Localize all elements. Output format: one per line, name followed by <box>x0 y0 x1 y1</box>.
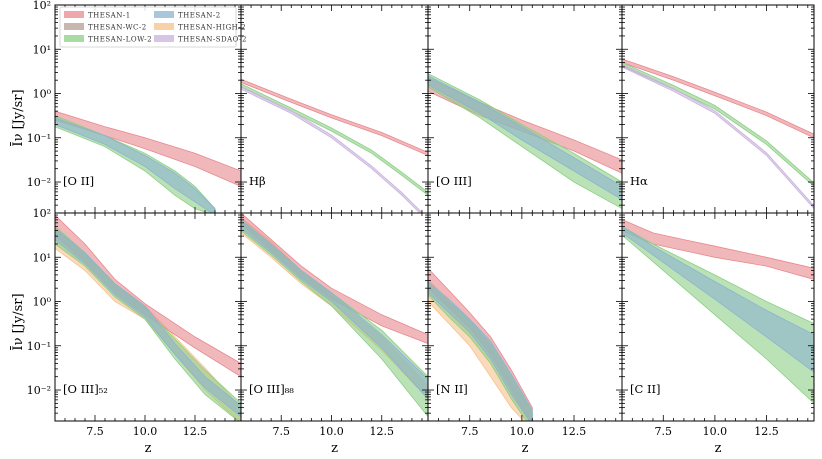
y-tick-label: 10¹ <box>33 251 51 264</box>
legend-swatch <box>154 23 174 30</box>
x-tick-label: 10.0 <box>133 425 158 438</box>
y-tick-label: 10⁻² <box>27 384 51 397</box>
y-tick-label: 10² <box>33 0 51 12</box>
x-axis-label: z <box>715 441 722 456</box>
legend-label: THESAN-2 <box>178 12 221 20</box>
x-tick-label: 7.5 <box>461 425 479 438</box>
band-thesan-2-panel-6 <box>241 219 428 400</box>
y-tick-label: 10⁻¹ <box>27 132 51 145</box>
panel-label: [O III]₅₂ <box>63 382 108 396</box>
panel-6: 7.5 10.0 12.5 z [O III]₈₈ <box>240 212 429 456</box>
x-axis-label: z <box>331 441 338 456</box>
panel-label: [C II] <box>630 382 661 396</box>
panel-5: 10⁻² 10⁻¹ 10⁰ 10¹ 10² 7.5 10.0 12.5 z [O III]₅₂ <box>27 207 242 456</box>
legend-label: THESAN-SDAO-2 <box>178 36 247 44</box>
panel-8: 7.5 10.0 12.5 z [C II] <box>621 212 815 456</box>
y-tick-label: 10⁻¹ <box>27 340 51 353</box>
band-thesan-1-panel-5 <box>55 214 241 378</box>
panel-1: 10⁻² 10⁻¹ 10⁰ 10¹ 10² [O II] <box>27 0 242 214</box>
panel-2: Hβ <box>240 4 429 214</box>
panel-frame <box>240 4 429 214</box>
x-axis-label: z <box>145 441 152 456</box>
panel-label: [O III] <box>436 174 472 188</box>
band-thesan-1-panel-4 <box>622 58 814 139</box>
panel-7: 7.5 10.0 12.5 z [N II] <box>427 212 623 456</box>
band-thesan-2-panel-1 <box>55 117 216 213</box>
band-thesan-1-panel-1 <box>55 110 241 187</box>
band-thesan-1-panel-2 <box>241 78 428 156</box>
band-thesan-sdao-2-panel-2 <box>241 85 423 213</box>
y-tick-label: 10⁻² <box>27 176 51 189</box>
x-tick-label: 7.5 <box>86 425 104 438</box>
legend-swatch <box>154 11 174 18</box>
panel-label: Hα <box>630 174 648 188</box>
legend-swatch <box>154 35 174 42</box>
y-tick-label: 10⁰ <box>33 296 52 309</box>
legend: THESAN-1 THESAN-2 THESAN-WC-2 THESAN-HIGH-2… <box>59 6 247 48</box>
x-tick-label: 10.0 <box>510 425 535 438</box>
band-thesan-sdao-2-panel-4 <box>622 63 814 210</box>
band-thesan-2-panel-3 <box>428 75 622 201</box>
y-axis-label-bottom: Īν [Jy/sr] <box>10 293 26 350</box>
band-thesan-low-2-panel-8 <box>622 225 814 404</box>
band-thesan-low-2-panel-2 <box>241 83 428 196</box>
band-thesan-1-panel-6 <box>241 213 428 345</box>
legend-label: THESAN-WC-2 <box>88 24 147 32</box>
band-thesan-1-panel-8 <box>622 219 814 280</box>
x-tick-label: 12.5 <box>754 425 779 438</box>
band-thesan-2-panel-7 <box>428 281 533 421</box>
panel-label: Hβ <box>249 174 266 188</box>
y-tick-label: 10² <box>33 207 51 220</box>
x-tick-label: 12.5 <box>370 425 395 438</box>
band-thesan-2-panel-8 <box>622 225 814 373</box>
band-thesan-low-2-panel-4 <box>622 62 814 187</box>
panel-label: [O II] <box>63 174 94 188</box>
panel-label: [N II] <box>436 382 468 396</box>
y-tick-label: 10⁰ <box>33 88 52 101</box>
y-axis-label-top: Īν [Jy/sr] <box>10 89 26 146</box>
x-tick-label: 12.5 <box>183 425 208 438</box>
legend-swatch <box>64 11 84 18</box>
legend-swatch <box>64 35 84 42</box>
x-tick-label: 10.0 <box>703 425 728 438</box>
legend-label: THESAN-1 <box>88 12 131 20</box>
panel-label: [O III]₈₈ <box>249 382 294 396</box>
legend-swatch <box>64 23 84 30</box>
legend-box <box>59 6 237 48</box>
x-tick-label: 12.5 <box>562 425 587 438</box>
x-tick-label: 10.0 <box>319 425 344 438</box>
panel-frame <box>621 212 815 422</box>
legend-label: THESAN-LOW-2 <box>88 36 152 44</box>
panel-4: Hα <box>621 4 815 214</box>
x-axis-label: z <box>522 441 529 456</box>
x-tick-label: 7.5 <box>655 425 673 438</box>
legend-label: THESAN-HIGH-2 <box>178 24 246 32</box>
panel-3: [O III] <box>427 4 623 214</box>
y-tick-label: 10¹ <box>33 43 51 56</box>
x-tick-label: 7.5 <box>272 425 290 438</box>
band-thesan-2-panel-5 <box>55 227 241 418</box>
